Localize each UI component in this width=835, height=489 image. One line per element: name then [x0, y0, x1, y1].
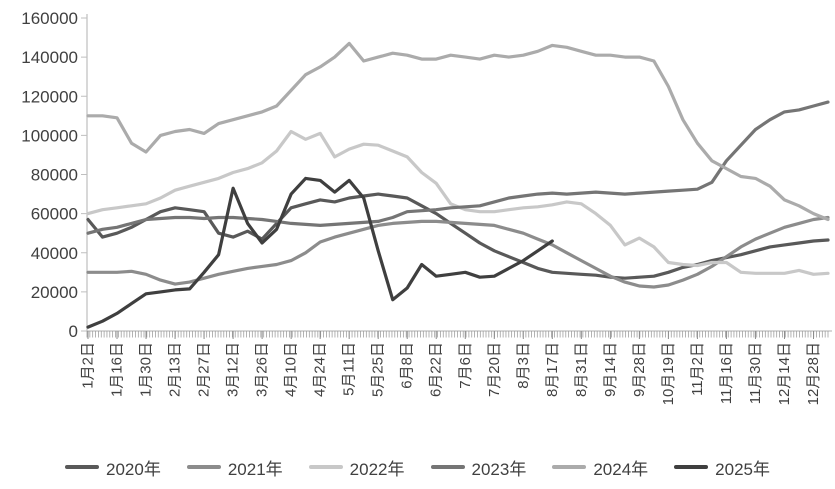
legend-swatch-2022 — [308, 465, 343, 469]
legend-label-2021: 2021年 — [227, 459, 283, 479]
x-axis-minor-ticks — [86, 331, 829, 338]
y-axis-tick-label: 40000 — [31, 244, 78, 263]
x-axis-tick-label: 5月11日 — [341, 342, 358, 396]
x-axis-tick-label: 10月19日 — [660, 342, 677, 405]
series-line-2022年 — [86, 129, 830, 276]
y-axis-tick-label: 80000 — [31, 166, 78, 185]
legend-swatch-2024 — [552, 465, 587, 469]
series-line-2025年 — [86, 176, 554, 329]
legend-swatch-2020 — [65, 465, 100, 469]
legend-label-2024: 2024年 — [593, 459, 649, 479]
x-axis-tick-label: 5月25日 — [370, 342, 387, 397]
x-axis-tick-label: 8月17日 — [544, 342, 561, 397]
x-axis-tick-label: 1月2日 — [80, 342, 97, 389]
legend-item-2023: 2023年 — [430, 455, 527, 480]
series-line-2021年 — [86, 215, 830, 289]
x-axis-tick-label: 9月14日 — [602, 342, 619, 397]
x-axis-tick-label: 8月31日 — [573, 342, 590, 397]
x-axis-tick-label: 11月2日 — [689, 342, 706, 396]
x-axis-tick-label: 1月16日 — [109, 342, 126, 397]
x-axis-tick-label: 8月3日 — [515, 342, 532, 389]
x-axis-tick-label: 2月13日 — [167, 342, 184, 397]
y-axis-tick-label: 120000 — [21, 87, 78, 106]
series-line-2023年 — [86, 100, 830, 235]
legend-label-2022: 2022年 — [349, 459, 405, 479]
x-axis-tick-label: 3月12日 — [225, 342, 242, 397]
y-axis-tick-label: 20000 — [31, 283, 78, 302]
x-axis-tick-label: 11月16日 — [718, 342, 735, 404]
legend-item-2020: 2020年 — [65, 455, 161, 480]
x-axis-tick-label: 4月10日 — [283, 342, 300, 397]
legend-label-2025: 2025年 — [715, 459, 770, 479]
y-axis-tick-label: 140000 — [21, 48, 78, 67]
y-axis-tick-label: 160000 — [21, 9, 78, 28]
legend-swatch-2025 — [674, 465, 709, 469]
legend-item-2021: 2021年 — [186, 455, 283, 480]
x-axis-tick-label: 7月20日 — [486, 342, 503, 397]
x-axis-tick-label: 4月24日 — [312, 342, 329, 397]
y-axis-tick-label: 0 — [69, 322, 78, 341]
x-axis-tick-label: 12月14日 — [776, 342, 793, 405]
y-axis-tick-label: 100000 — [21, 126, 78, 145]
x-axis-tick-label: 7月6日 — [457, 342, 474, 389]
legend-label-2020: 2020年 — [106, 459, 161, 479]
chart-canvas: 0 20000 40000 60000 80000 100000 120000 140000 1… — [21, 9, 832, 405]
legend-swatch-2021 — [186, 465, 221, 469]
x-axis-tick-label: 11月30日 — [747, 342, 764, 404]
x-axis-tick-label: 1月30日 — [138, 342, 155, 397]
chart-legend: 2020年 2021年 2022年 2023年 2024年 2025年 — [0, 453, 835, 481]
legend-item-2025: 2025年 — [674, 455, 770, 480]
x-axis-tick-label: 3月26日 — [254, 342, 271, 397]
x-axis-tick-label: 6月22日 — [428, 342, 445, 397]
legend-item-2024: 2024年 — [552, 455, 648, 480]
y-axis-tick-label: 60000 — [31, 205, 78, 224]
series-line-2024年 — [86, 41, 830, 222]
legend-label-2023: 2023年 — [471, 459, 527, 479]
x-axis-tick-label: 6月8日 — [399, 342, 416, 389]
x-axis-tick-label: 9月28日 — [631, 342, 648, 397]
legend-swatch-2023 — [430, 465, 465, 469]
legend-item-2022: 2022年 — [308, 455, 405, 480]
x-axis-tick-label: 12月28日 — [805, 342, 822, 405]
x-axis-tick-label: 2月27日 — [196, 342, 213, 397]
